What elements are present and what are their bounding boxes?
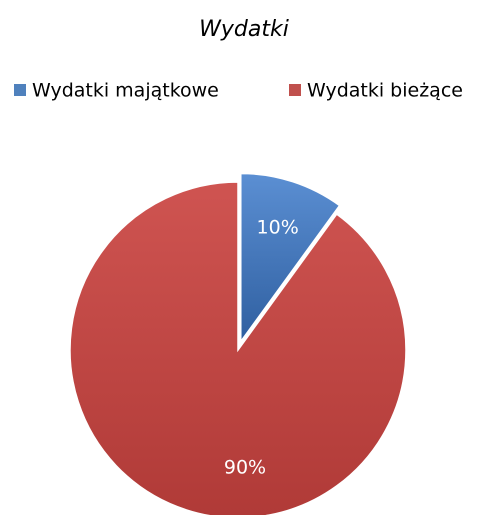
legend-label: Wydatki majątkowe xyxy=(32,80,219,102)
legend-label: Wydatki bieżące xyxy=(307,80,463,102)
pie-slice xyxy=(240,172,341,344)
pie: 10% 90% xyxy=(69,172,407,515)
data-label: 10% xyxy=(257,216,299,238)
data-label: 90% xyxy=(224,457,266,479)
legend-swatch xyxy=(14,84,26,96)
legend-swatch xyxy=(289,84,301,96)
legend: Wydatki majątkowe Wydatki bieżące xyxy=(14,80,463,102)
chart-title: Wydatki xyxy=(199,17,289,42)
pie-slice xyxy=(69,181,407,515)
